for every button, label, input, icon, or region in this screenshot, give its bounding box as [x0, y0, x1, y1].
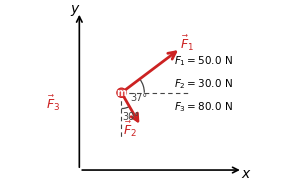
Text: m: m	[116, 88, 127, 98]
Text: $F_2 = 30.0$ N: $F_2 = 30.0$ N	[174, 77, 233, 91]
Text: $\vec{F}_3$: $\vec{F}_3$	[46, 94, 60, 113]
Text: x: x	[241, 167, 249, 180]
Text: $F_3 = 80.0$ N: $F_3 = 80.0$ N	[174, 100, 233, 114]
Text: 30°: 30°	[123, 112, 140, 122]
Text: $\vec{F}_2$: $\vec{F}_2$	[123, 120, 137, 139]
Circle shape	[117, 88, 126, 97]
Text: y: y	[70, 2, 78, 16]
Text: $\vec{F}_1$: $\vec{F}_1$	[180, 33, 194, 53]
Text: 37°: 37°	[131, 93, 148, 103]
Circle shape	[118, 89, 125, 96]
Text: $F_1 = 50.0$ N: $F_1 = 50.0$ N	[174, 54, 233, 68]
